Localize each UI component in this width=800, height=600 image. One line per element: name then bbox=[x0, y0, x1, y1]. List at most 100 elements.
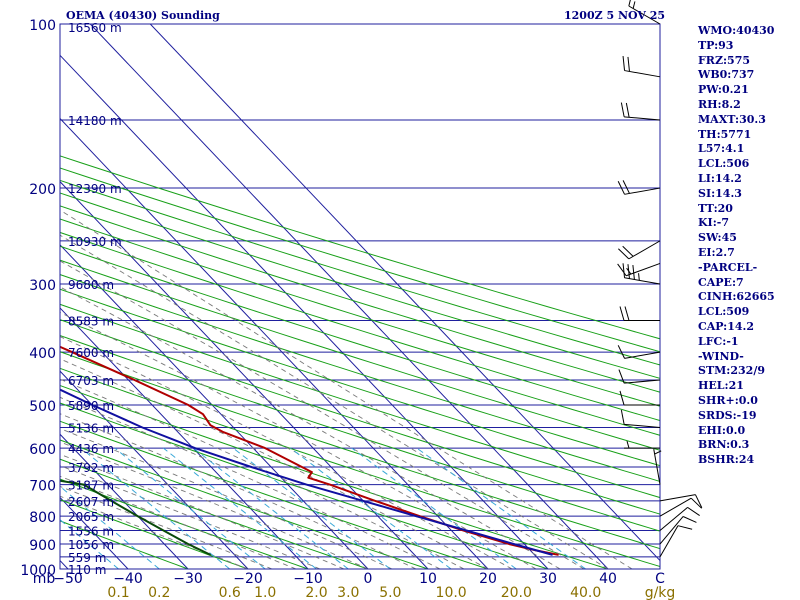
dry-adiabat bbox=[60, 520, 189, 569]
index-item: TT:20 bbox=[698, 201, 733, 215]
height-label: 6703 m bbox=[68, 374, 114, 388]
height-label: 5136 m bbox=[68, 421, 114, 435]
height-label: 16560 m bbox=[68, 21, 122, 35]
index-item: TH:5771 bbox=[698, 127, 752, 141]
moist-adiabat bbox=[60, 428, 393, 569]
index-item: FRZ:575 bbox=[698, 53, 751, 67]
temperature-tick-label: −40 bbox=[113, 571, 143, 587]
wind-barb bbox=[622, 56, 661, 78]
mixing-ratio-tick-label: 3.0 bbox=[337, 585, 359, 600]
height-label: 7600 m bbox=[68, 346, 114, 360]
mixing-ratio-tick-label: 10.0 bbox=[436, 585, 467, 600]
dry-adiabat bbox=[60, 274, 660, 467]
dry-adiabat bbox=[60, 351, 660, 550]
height-label: 5890 m bbox=[68, 399, 114, 413]
pressure-tick-label: 1000 bbox=[20, 563, 56, 579]
index-item: -WIND- bbox=[698, 349, 744, 363]
height-label: 3792 m bbox=[68, 461, 114, 475]
height-label: 10930 m bbox=[68, 235, 122, 249]
dry-adiabat bbox=[60, 439, 429, 569]
pressure-tick-label: 500 bbox=[29, 399, 56, 415]
moist-adiabat bbox=[60, 475, 297, 569]
mixing-ratio-line bbox=[351, 447, 517, 569]
isotherm-line bbox=[60, 433, 189, 569]
moist-adiabat bbox=[60, 209, 633, 569]
mixing-ratio-line bbox=[114, 447, 266, 569]
height-label: 110 m bbox=[68, 563, 106, 577]
index-item: BRN:0.3 bbox=[698, 438, 750, 452]
dry-adiabat bbox=[60, 245, 660, 436]
index-item: STM:232/9 bbox=[698, 364, 765, 378]
wind-barb bbox=[617, 180, 661, 195]
mixing-ratio-tick-label: 0.2 bbox=[148, 585, 170, 600]
isotherm-line bbox=[60, 117, 489, 569]
height-label: 14180 m bbox=[68, 114, 122, 128]
height-label: 12390 m bbox=[68, 182, 122, 196]
moist-adiabat bbox=[60, 378, 465, 569]
temperature-tick-label: −30 bbox=[173, 571, 203, 587]
index-item: EI:2.7 bbox=[698, 245, 735, 259]
height-label: 559 m bbox=[68, 551, 106, 565]
index-item: RH:8.2 bbox=[698, 97, 741, 111]
index-item: SI:14.3 bbox=[698, 186, 742, 200]
temperature-tick-label: 40 bbox=[599, 571, 617, 587]
temperature-tick-label: 20 bbox=[479, 571, 497, 587]
mixing-ratio-tick-label: 5.0 bbox=[379, 585, 401, 600]
wind-barb bbox=[619, 306, 660, 322]
pressure-tick-label: 800 bbox=[29, 510, 56, 526]
sounding-datetime: 1200Z 5 NOV 25 bbox=[564, 9, 666, 22]
dry-adiabat bbox=[60, 167, 660, 353]
index-item: WB0:737 bbox=[698, 68, 755, 82]
isotherm-line bbox=[60, 244, 369, 569]
wind-barb bbox=[620, 409, 661, 428]
moist-adiabat bbox=[60, 234, 609, 569]
temperature-tick-label: 0 bbox=[364, 571, 373, 587]
index-item: CAPE:7 bbox=[698, 275, 744, 289]
index-item: EHI:0.0 bbox=[698, 423, 746, 437]
index-item: TP:93 bbox=[698, 38, 734, 52]
pressure-tick-label: 200 bbox=[29, 182, 56, 198]
isotherm-line bbox=[60, 307, 309, 569]
index-item: L57:4.1 bbox=[698, 142, 745, 156]
dry-adiabat bbox=[60, 303, 660, 499]
wind-barb bbox=[618, 240, 661, 260]
temperature-tick-label: 30 bbox=[539, 571, 557, 587]
mixing-ratio-tick-label: 1.0 bbox=[254, 585, 276, 600]
parcel-profile bbox=[60, 388, 553, 556]
mixing-ratio-tick-label: 0.1 bbox=[107, 585, 129, 600]
index-item: SRDS:-19 bbox=[698, 408, 757, 422]
moist-adiabat bbox=[60, 311, 537, 569]
moist-adiabat bbox=[60, 413, 417, 569]
wind-barb bbox=[622, 263, 661, 285]
index-item: BSHR:24 bbox=[698, 453, 755, 467]
mixing-ratio-tick-label: 20.0 bbox=[501, 585, 532, 600]
wind-barb bbox=[620, 102, 661, 121]
height-label: 1556 m bbox=[68, 525, 114, 539]
height-label: 9680 m bbox=[68, 278, 114, 292]
dry-adiabat bbox=[60, 192, 660, 379]
temperature-tick-label: 10 bbox=[419, 571, 437, 587]
plot-frame bbox=[59, 23, 661, 570]
wind-barb bbox=[659, 506, 700, 531]
height-label: 4436 m bbox=[68, 442, 114, 456]
dry-adiabat bbox=[60, 499, 249, 569]
index-item: -PARCEL- bbox=[698, 260, 758, 274]
height-label: 8583 m bbox=[68, 315, 114, 329]
dewpoint-profile bbox=[60, 479, 212, 556]
wind-barb bbox=[624, 440, 660, 449]
height-label: 2607 m bbox=[68, 495, 114, 509]
wind-barb bbox=[659, 494, 703, 508]
index-item: SHR+:0.0 bbox=[698, 393, 758, 407]
wind-barb bbox=[619, 390, 660, 406]
index-item: LCL:506 bbox=[698, 157, 750, 171]
moist-adiabat bbox=[60, 260, 585, 569]
mixing-ratio-line bbox=[60, 485, 160, 569]
isotherm-line bbox=[89, 24, 609, 569]
dry-adiabat bbox=[60, 205, 660, 393]
moist-adiabat bbox=[60, 286, 561, 569]
mixing-ratio-line bbox=[416, 447, 586, 569]
moist-adiabat bbox=[60, 336, 513, 569]
wind-barb bbox=[628, 0, 661, 25]
dry-adiabat bbox=[60, 420, 489, 569]
